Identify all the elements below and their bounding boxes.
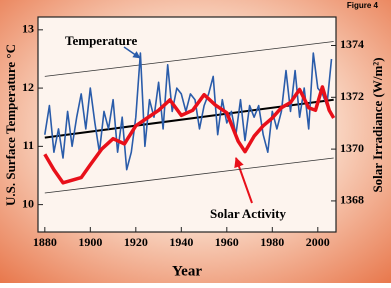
x-tick-label: 1920 — [124, 235, 148, 249]
y2-tick-label: 1374 — [340, 37, 364, 51]
y-tick-label: 13 — [22, 22, 34, 36]
y-tick-label: 12 — [22, 80, 34, 94]
series-line — [44, 52, 333, 171]
x-axis-label: Year — [172, 263, 202, 279]
x-tick-label: 2000 — [306, 235, 330, 249]
y-tick-label: 11 — [23, 138, 34, 152]
x-tick-label: 1880 — [33, 235, 57, 249]
y-tick-label: 10 — [22, 196, 34, 210]
plot-area — [37, 16, 337, 233]
y2-tick-label: 1370 — [340, 141, 364, 155]
x-tick-label: 1900 — [78, 235, 102, 249]
y2-tick-label: 1368 — [340, 193, 364, 207]
annotation: Temperature — [65, 33, 137, 48]
y-axis-label: U.S. Surface Temperature °C — [3, 44, 18, 206]
annotation: Solar Activity — [210, 206, 286, 221]
annotation-arrow — [123, 46, 141, 59]
y2-tick-label: 1372 — [340, 89, 364, 103]
figure-label: Figure 4 — [347, 1, 379, 10]
x-tick-label: 1980 — [260, 235, 284, 249]
x-tick-label: 1940 — [169, 235, 193, 249]
trend-line — [44, 157, 334, 194]
x-tick-label: 1960 — [215, 235, 239, 249]
annotation-arrow — [234, 157, 253, 204]
series-line — [43, 85, 336, 185]
y2-axis-label: Solar Irradiance (W/m²) — [370, 57, 385, 192]
trend-line — [44, 41, 334, 77]
